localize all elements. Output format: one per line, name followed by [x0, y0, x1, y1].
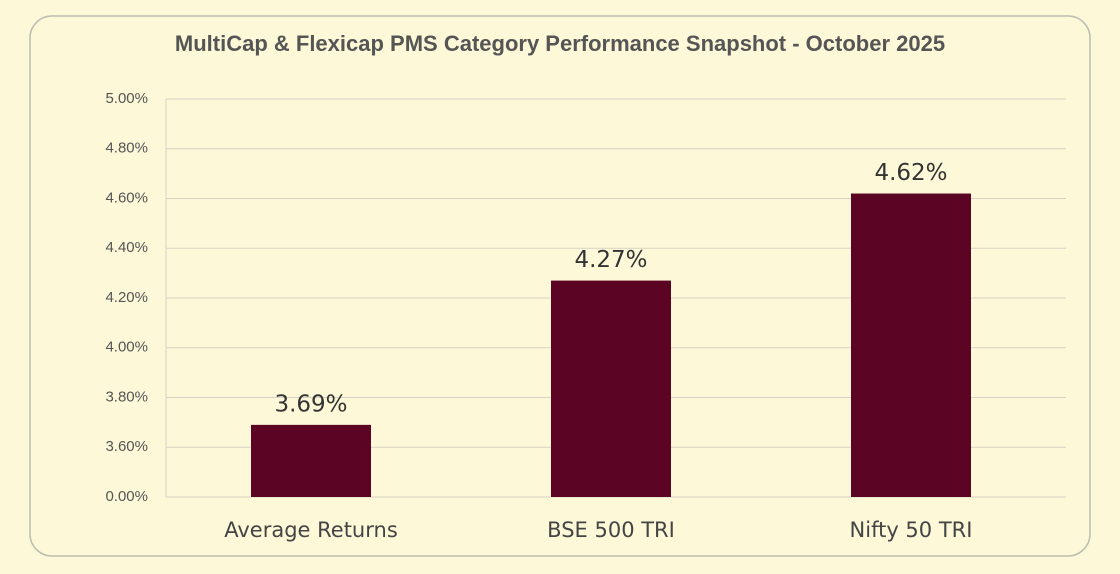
value-label: 3.69%	[274, 391, 347, 417]
y-tick-label: 4.20%	[105, 289, 148, 306]
bar	[851, 193, 971, 497]
y-tick-label: 4.80%	[105, 140, 148, 157]
y-tick-label: 3.60%	[105, 438, 148, 455]
bar	[251, 424, 371, 497]
y-tick-label: 5.00%	[105, 90, 148, 107]
value-label: 4.62%	[874, 160, 947, 186]
value-label: 4.27%	[574, 247, 647, 273]
x-tick-label: Nifty 50 TRI	[850, 518, 973, 542]
bar	[551, 280, 671, 497]
chart-title: MultiCap & Flexicap PMS Category Perform…	[175, 31, 945, 56]
y-tick-label: 3.80%	[105, 388, 148, 405]
y-tick-label: 4.00%	[105, 339, 148, 356]
y-tick-label: 0.00%	[105, 488, 148, 505]
y-tick-label: 4.60%	[105, 189, 148, 206]
x-tick-label: Average Returns	[224, 518, 398, 542]
y-tick-label: 4.40%	[105, 239, 148, 256]
x-tick-label: BSE 500 TRI	[547, 518, 675, 542]
